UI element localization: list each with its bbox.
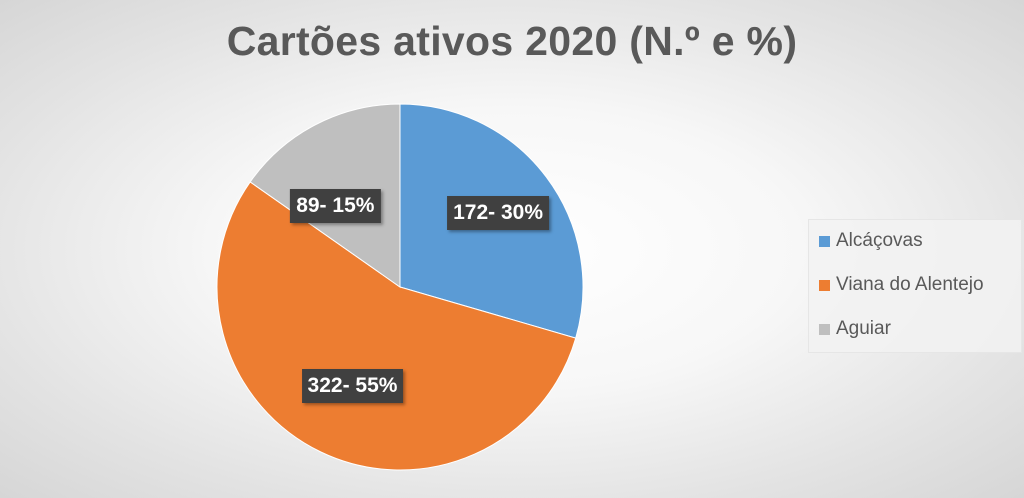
legend-label: Viana do Alentejo	[836, 274, 984, 295]
legend-item: Alcáçovas	[819, 230, 923, 252]
legend-swatch	[819, 323, 830, 335]
legend-item: Aguiar	[819, 318, 891, 340]
data-label: 322- 55%	[301, 368, 404, 403]
legend-swatch	[819, 235, 830, 247]
data-label: 89- 15%	[290, 188, 381, 223]
legend: Alcáçovas Viana do Alentejo Aguiar	[808, 219, 1022, 353]
legend-item: Viana do Alentejo	[819, 274, 984, 296]
legend-label: Alcáçovas	[836, 230, 923, 251]
data-label: 172- 30%	[447, 196, 549, 231]
legend-label: Aguiar	[836, 318, 891, 339]
legend-swatch	[819, 279, 830, 291]
chart-title: Cartões ativos 2020 (N.º e %)	[226, 18, 798, 64]
